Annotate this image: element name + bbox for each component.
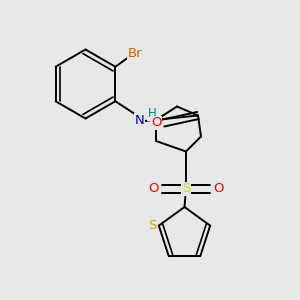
- Text: O: O: [149, 182, 159, 196]
- Text: H: H: [148, 107, 157, 120]
- Text: S: S: [182, 182, 190, 196]
- Text: O: O: [151, 116, 161, 130]
- Text: Br: Br: [128, 47, 142, 60]
- Text: N: N: [135, 113, 144, 127]
- Text: S: S: [148, 219, 156, 232]
- Text: O: O: [213, 182, 223, 196]
